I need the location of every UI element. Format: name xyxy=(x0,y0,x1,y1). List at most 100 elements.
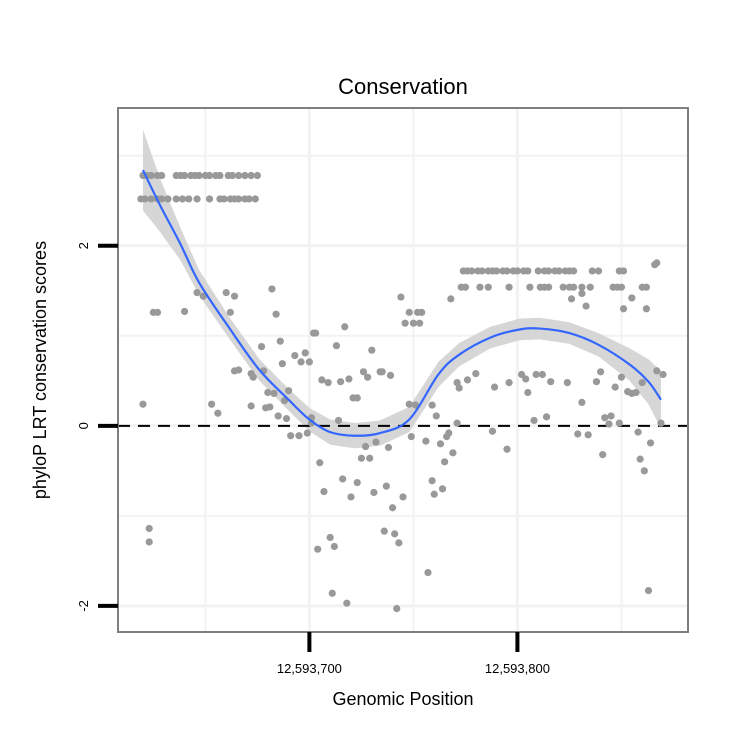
data-point xyxy=(145,524,153,533)
data-point xyxy=(619,305,628,313)
data-point xyxy=(364,373,372,381)
data-point xyxy=(428,477,436,485)
data-point xyxy=(195,171,203,180)
data-point xyxy=(208,400,216,408)
data-point xyxy=(607,412,615,420)
data-point xyxy=(268,285,276,293)
data-point xyxy=(287,432,295,440)
data-point xyxy=(276,337,284,345)
data-point xyxy=(578,289,586,298)
data-point xyxy=(145,538,153,546)
x-axis: 12,593,700 12,593,800 xyxy=(277,632,550,676)
data-point xyxy=(274,412,282,420)
y-tick-label: 0 xyxy=(76,422,91,429)
data-point xyxy=(328,589,336,597)
data-point xyxy=(399,493,407,501)
data-point xyxy=(366,454,374,462)
data-point xyxy=(253,171,261,180)
data-point xyxy=(193,288,201,297)
data-point xyxy=(391,530,399,538)
data-point xyxy=(513,267,522,275)
data-point xyxy=(341,323,349,331)
data-point xyxy=(545,267,553,275)
data-point xyxy=(158,195,166,203)
data-point xyxy=(644,586,653,595)
data-point xyxy=(393,604,401,613)
data-point xyxy=(569,283,578,291)
data-point xyxy=(563,379,571,387)
data-point xyxy=(642,305,650,313)
data-point xyxy=(336,378,345,386)
data-point xyxy=(230,292,239,300)
data-point xyxy=(578,398,586,407)
data-point xyxy=(164,195,172,203)
data-point xyxy=(180,307,189,316)
data-point xyxy=(599,451,607,459)
plot-panel-border xyxy=(117,107,689,633)
data-point xyxy=(424,568,432,577)
x-tick-label: 12,593,800 xyxy=(485,661,550,676)
data-point xyxy=(228,171,237,180)
y-tick-label: -2 xyxy=(76,600,91,612)
data-point xyxy=(272,310,280,318)
data-point xyxy=(642,283,650,291)
data-point xyxy=(305,358,313,366)
data-point xyxy=(605,420,613,428)
data-point xyxy=(405,400,413,408)
data-point xyxy=(172,195,180,203)
data-point xyxy=(405,308,413,316)
data-point xyxy=(443,433,451,441)
data-point xyxy=(490,383,499,391)
data-point xyxy=(524,388,532,397)
data-point xyxy=(430,490,438,498)
data-point xyxy=(657,419,665,427)
data-point xyxy=(584,431,592,439)
data-point xyxy=(569,267,578,275)
data-points xyxy=(137,171,667,613)
data-point xyxy=(472,370,480,378)
data-point xyxy=(220,195,228,203)
data-point xyxy=(484,283,492,291)
data-point xyxy=(418,308,426,316)
data-point xyxy=(401,319,409,327)
data-point xyxy=(453,419,461,427)
data-point xyxy=(503,445,511,453)
data-point xyxy=(347,493,355,501)
data-point xyxy=(214,409,222,417)
data-point xyxy=(640,467,648,475)
data-point xyxy=(547,378,555,386)
data-point xyxy=(301,349,309,357)
data-point xyxy=(468,267,476,275)
data-point xyxy=(432,412,440,420)
data-point xyxy=(601,414,609,422)
data-point xyxy=(251,195,259,203)
y-axis-label: phyloP LRT conservation scores xyxy=(30,241,50,499)
data-point xyxy=(505,379,513,387)
data-point xyxy=(530,416,538,425)
data-point xyxy=(395,539,403,547)
data-point xyxy=(505,283,513,291)
data-point xyxy=(353,394,361,402)
data-point xyxy=(441,458,449,466)
data-point xyxy=(370,488,378,497)
data-point xyxy=(428,401,436,409)
data-point xyxy=(619,267,628,275)
data-point xyxy=(153,308,162,316)
data-point xyxy=(588,267,596,275)
data-point xyxy=(653,367,661,375)
data-point xyxy=(493,267,501,275)
data-point xyxy=(324,379,332,387)
x-tick-label: 12,593,700 xyxy=(277,661,342,676)
data-point xyxy=(628,294,636,302)
data-point xyxy=(295,432,303,440)
data-point xyxy=(372,438,380,446)
data-point xyxy=(353,478,361,487)
data-point xyxy=(586,283,594,291)
data-point xyxy=(461,283,470,291)
data-point xyxy=(542,413,551,421)
data-point xyxy=(368,346,376,354)
data-point xyxy=(147,171,155,180)
data-point xyxy=(447,295,455,303)
data-point xyxy=(416,319,424,327)
data-point xyxy=(453,379,461,387)
